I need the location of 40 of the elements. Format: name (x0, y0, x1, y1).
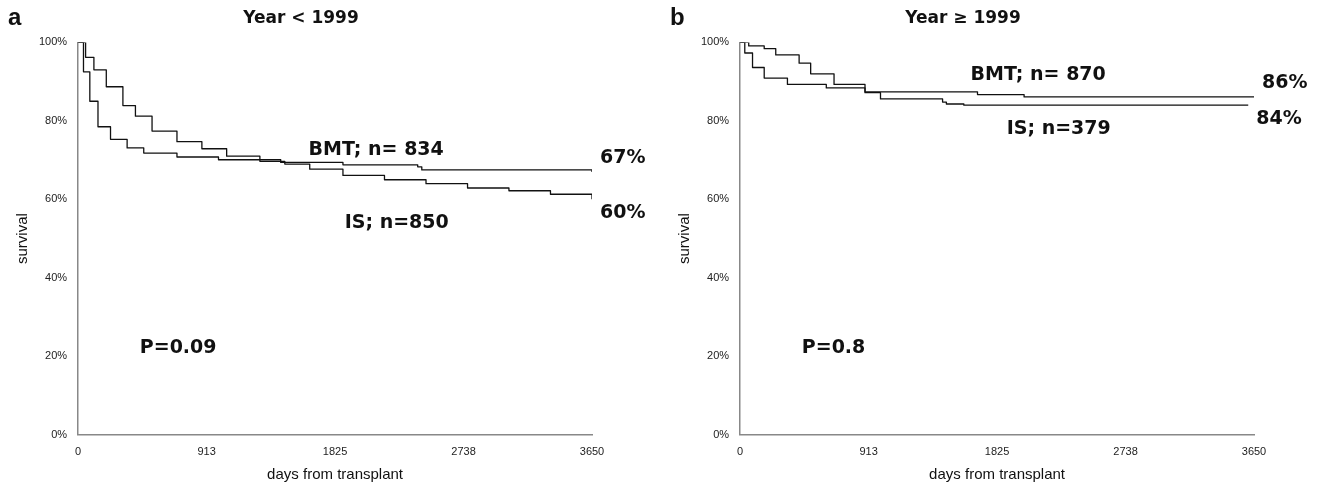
x-axis-title: days from transplant (929, 465, 1066, 483)
y-axis-title: survival (675, 213, 693, 265)
y-tick-label: 0% (713, 427, 730, 440)
y-tick-label: 80% (45, 113, 68, 126)
x-tick-label: 3650 (579, 445, 605, 458)
y-axis-title: survival (13, 213, 31, 265)
series-label: IS; n=379 (1006, 116, 1111, 139)
y-tick-label: 40% (45, 270, 68, 283)
x-tick-label: 2738 (1113, 445, 1138, 458)
series-label: BMT; n= 834 (308, 136, 444, 159)
annotation: P=0.09 (139, 335, 217, 358)
y-tick-label: 60% (45, 192, 68, 205)
x-tick-label: 2738 (451, 445, 476, 458)
data-label: 67% (600, 144, 646, 167)
x-tick-label: 913 (197, 445, 216, 458)
y-tick-label: 0% (51, 427, 68, 440)
text: b (670, 2, 685, 30)
y-tick-label: 40% (707, 270, 730, 283)
y-tick-label: 100% (700, 35, 730, 48)
annotation: P=0.8 (801, 335, 866, 358)
x-axis-title: days from transplant (267, 465, 404, 483)
chart-title: Year ≥ 1999 (904, 6, 1021, 27)
y-tick-label: 60% (707, 192, 730, 205)
x-tick-label: 3650 (1241, 445, 1267, 458)
data-label: 84% (1256, 106, 1302, 129)
x-tick-label: 1825 (984, 445, 1010, 458)
y-tick-label: 100% (38, 35, 68, 48)
data-label: 86% (1262, 70, 1308, 93)
x-tick-label: 0 (75, 445, 82, 458)
text: a (8, 2, 22, 30)
y-tick-label: 20% (45, 349, 68, 362)
x-tick-label: 1825 (322, 445, 348, 458)
series-label: BMT; n= 870 (970, 62, 1106, 85)
series-label: IS; n=850 (344, 210, 449, 233)
y-tick-label: 20% (707, 349, 730, 362)
data-label: 60% (600, 200, 646, 223)
x-tick-label: 913 (859, 445, 878, 458)
y-tick-label: 80% (707, 113, 730, 126)
chart-title: Year < 1999 (242, 6, 359, 27)
x-tick-label: 0 (737, 445, 744, 458)
